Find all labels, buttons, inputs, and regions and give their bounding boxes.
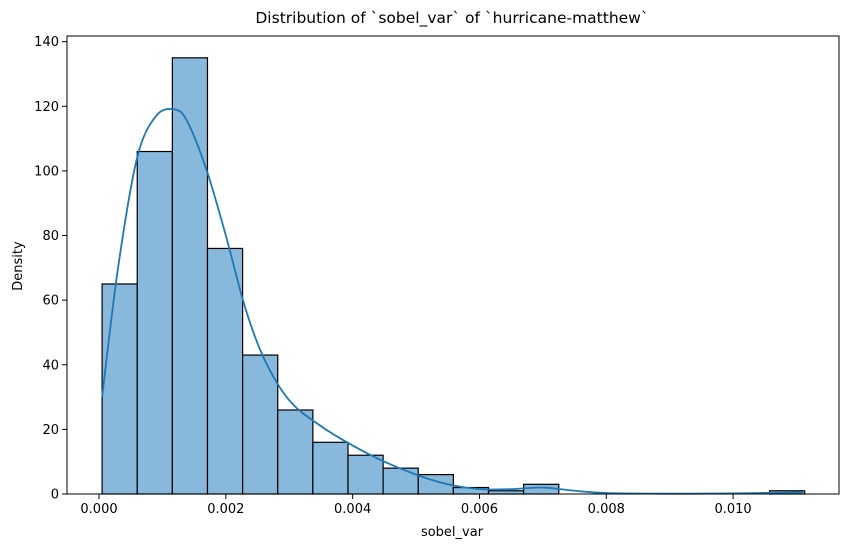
y-tick-label: 140 <box>34 35 59 50</box>
histogram-bars <box>101 57 806 495</box>
y-tick-label: 100 <box>34 164 59 179</box>
y-tick-label: 20 <box>42 423 59 438</box>
x-tick-label: 0.002 <box>207 502 244 517</box>
y-axis-label: Density <box>11 241 26 291</box>
x-tick-label: 0.006 <box>461 502 498 517</box>
histogram-bar <box>242 354 279 495</box>
histogram-bar <box>101 283 138 495</box>
y-tick-label: 120 <box>34 100 59 115</box>
x-tick-label: 0.010 <box>714 502 751 517</box>
histogram-bar <box>206 247 244 495</box>
kde-curve <box>101 108 803 495</box>
x-axis: 0.000 0.002 0.004 0.006 0.008 0.010 <box>80 494 752 517</box>
x-axis-label: sobel_var <box>421 525 484 540</box>
y-tick-label: 40 <box>42 358 59 373</box>
histogram-bar <box>136 150 173 495</box>
x-tick-label: 0.008 <box>588 502 625 517</box>
histogram-bar <box>382 467 419 495</box>
plot-frame <box>66 35 840 495</box>
histogram-bar <box>347 454 384 495</box>
y-axis: 0 20 40 60 80 100 120 140 <box>34 35 67 503</box>
x-tick-label: 0.004 <box>334 502 371 517</box>
y-tick-label: 80 <box>42 229 59 244</box>
histogram-bar <box>312 441 349 495</box>
x-tick-label: 0.000 <box>80 502 117 517</box>
y-tick-label: 0 <box>51 488 59 503</box>
histogram-bar <box>277 409 314 495</box>
histogram-bar <box>171 57 209 495</box>
y-tick-label: 60 <box>42 294 59 309</box>
chart-title: Distribution of `sobel_var` of `hurrican… <box>255 9 648 28</box>
